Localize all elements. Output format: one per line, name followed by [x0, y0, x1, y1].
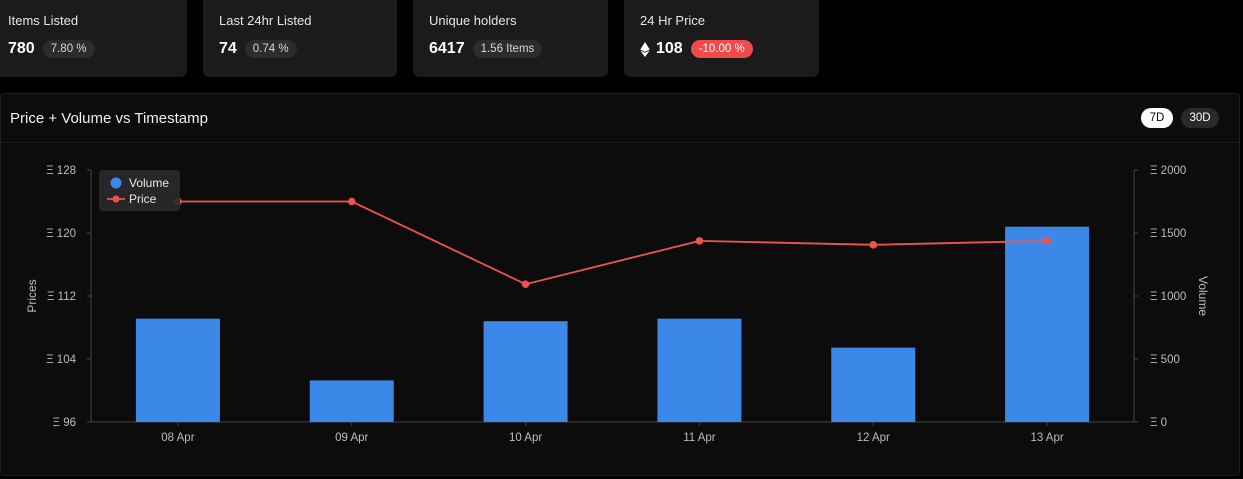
- legend-volume-label: Volume: [129, 176, 169, 190]
- stat-value: 108: [656, 40, 683, 57]
- price-point: [521, 280, 530, 288]
- stat-card-unique-holders: Unique holders 6417 1.56 Items: [413, 0, 608, 77]
- volume-bar: [1005, 226, 1090, 422]
- stat-title: 24 Hr Price: [640, 13, 706, 28]
- stat-card-last-24hr-listed: Last 24hr Listed 74 0.74 %: [203, 0, 397, 77]
- stat-card-items-listed: Items Listed 780 7.80 %: [0, 0, 187, 77]
- x-tick-label: 12 Apr: [857, 432, 890, 444]
- y-left-tick-label: Ξ 96: [53, 417, 76, 429]
- y-left-tick-label: Ξ 120: [46, 228, 76, 240]
- stat-value: 6417: [429, 40, 465, 57]
- stat-badge: 1.56 Items: [472, 40, 543, 58]
- stat-title: Last 24hr Listed: [219, 13, 312, 28]
- range-button-7d[interactable]: 7D: [1141, 108, 1173, 128]
- price-volume-chart: Ξ 128 Ξ 120 Ξ 112 Ξ 104 Ξ 96 Ξ 2000 Ξ 1500 Ξ 10…: [25, 165, 1210, 444]
- volume-bar: [135, 318, 220, 422]
- stat-card-24hr-price: 24 Hr Price 108 -10.00 %: [624, 0, 819, 77]
- y-right-tick-label: Ξ 500: [1150, 354, 1180, 366]
- legend-price-label: Price: [129, 192, 157, 206]
- stat-badge: 7.80 %: [42, 40, 95, 58]
- panel-header: Price + Volume vs Timestamp: [1, 94, 1239, 143]
- range-button-30d[interactable]: 30D: [1181, 108, 1219, 128]
- volume-bar: [483, 321, 568, 422]
- legend-price-marker: [112, 195, 120, 203]
- stat-value: 74: [219, 40, 237, 57]
- y-left-axis-title: Prices: [25, 279, 39, 312]
- y-right-tick-label: Ξ 2000: [1150, 165, 1186, 177]
- volume-bar: [657, 318, 742, 422]
- panel-title: Price + Volume vs Timestamp: [10, 109, 208, 127]
- volume-bar: [309, 380, 394, 422]
- y-right-tick-label: Ξ 1000: [1150, 291, 1186, 303]
- y-right-axis-title: Volume: [1196, 276, 1210, 316]
- price-line: [177, 200, 1048, 286]
- y-right-tick-label: Ξ 1500: [1150, 228, 1186, 240]
- price-volume-panel: Price + Volume vs Timestamp 7D 30D Ξ 128…: [0, 93, 1240, 476]
- price-point: [869, 241, 878, 249]
- x-tick-label: 11 Apr: [683, 432, 716, 444]
- legend-volume-marker: [110, 177, 122, 189]
- volume-bar: [831, 347, 916, 422]
- x-tick-label: 09 Apr: [335, 432, 368, 444]
- y-left-tick-label: Ξ 112: [47, 291, 76, 303]
- price-point: [695, 237, 704, 245]
- stat-badge-negative: -10.00 %: [690, 40, 753, 58]
- y-left-tick-label: Ξ 104: [46, 354, 76, 366]
- x-tick-label: 13 Apr: [1030, 432, 1063, 444]
- stat-value: 780: [8, 40, 35, 57]
- x-tick-label: 10 Apr: [509, 432, 542, 444]
- y-right-tick-label: Ξ 0: [1150, 417, 1167, 429]
- y-left-tick-label: Ξ 128: [46, 165, 76, 177]
- ethereum-icon: [640, 41, 650, 57]
- price-point: [1043, 237, 1051, 245]
- stat-title: Unique holders: [429, 13, 517, 28]
- stat-badge: 0.74 %: [244, 40, 297, 58]
- price-point: [347, 197, 356, 206]
- stat-title: Items Listed: [8, 13, 79, 28]
- x-tick-label: 08 Apr: [161, 432, 194, 444]
